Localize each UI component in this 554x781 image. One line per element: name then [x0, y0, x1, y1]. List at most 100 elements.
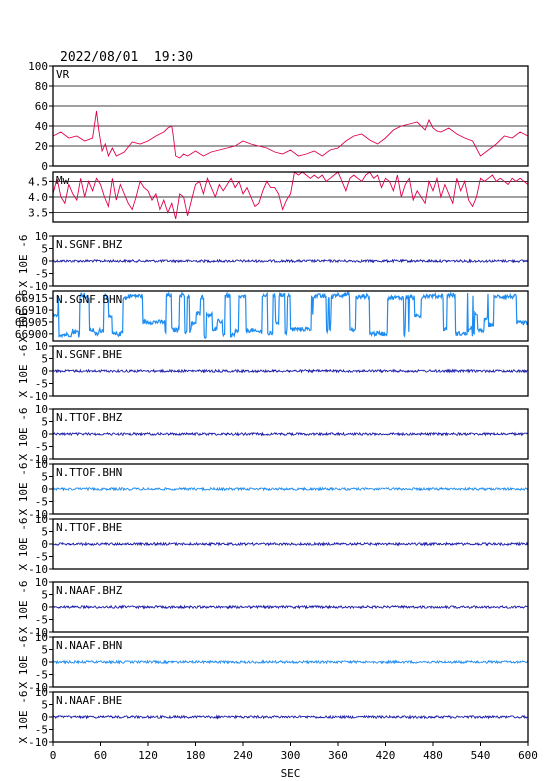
n-ttof-bhz-ytick-label-0: -10 [28, 453, 48, 466]
n-naaf-bhe-unit-label: X 10E -6 [17, 691, 30, 744]
n-naaf-bhe-ytick-label-3: 5 [41, 699, 48, 712]
x-tick-label-6: 360 [328, 749, 348, 762]
n-naaf-bhn-ytick-label-2: 0 [41, 656, 48, 669]
x-axis-title: SEC [281, 767, 301, 780]
n-sgnf-bhz-unit-label: X 10E -6 [17, 235, 30, 288]
n-naaf-bhe-ytick-label-0: -10 [28, 736, 48, 749]
n-naaf-bhe-trace [52, 714, 528, 720]
n-sgnf-bhn-frame [52, 290, 529, 342]
vr-ytick-label-2: 40 [35, 120, 48, 133]
n-naaf-bhe-ytick-label-2: 0 [41, 711, 48, 724]
n-sgnf-bhn-ytick-label-2: 66910 [15, 304, 48, 317]
n-ttof-bhe-ytick-label-3: 5 [41, 526, 48, 539]
n-ttof-bhz-ytick-label-4: 10 [35, 403, 48, 416]
n-sgnf-bhn-unit-label: X 10E -6 [17, 290, 30, 343]
n-ttof-bhe-ytick-label-1: -5 [35, 551, 48, 564]
vr-ytick-label-0: 0 [41, 160, 48, 173]
x-tick-label-5: 300 [281, 749, 301, 762]
n-sgnf-bhz-ytick-label-0: -10 [28, 280, 48, 293]
n-sgnf-bhe-ytick-label-2: 0 [41, 365, 48, 378]
n-ttof-bhe-ytick-label-4: 10 [35, 513, 48, 526]
n-sgnf-bhn-ytick-label-0: 66900 [15, 328, 48, 341]
x-tick-label-7: 420 [376, 749, 396, 762]
vr-ytick-label-3: 60 [35, 100, 48, 113]
n-sgnf-bhz-label: N.SGNF.BHZ [56, 238, 123, 251]
vr-ytick-label-4: 80 [35, 80, 48, 93]
n-naaf-bhz-trace [52, 604, 528, 610]
n-sgnf-bhe-unit-label: X 10E -6 [17, 345, 30, 398]
n-naaf-bhz-unit-label: X 10E -6 [17, 581, 30, 634]
n-sgnf-bhn-label: N.SGNF.BHN [56, 293, 122, 306]
n-sgnf-bhz-trace [52, 258, 528, 264]
n-naaf-bhn-label: N.NAAF.BHN [56, 639, 122, 652]
vr-ytick-label-1: 20 [35, 140, 48, 153]
mw-ytick-label-2: 4.5 [28, 175, 48, 188]
n-sgnf-bhn-ytick-label-3: 66915 [15, 292, 48, 305]
n-ttof-bhn-ytick-label-2: 0 [41, 483, 48, 496]
n-sgnf-bhn-trace [52, 290, 529, 339]
n-ttof-bhz-label: N.TTOF.BHZ [56, 411, 123, 424]
n-ttof-bhn-ytick-label-3: 5 [41, 471, 48, 484]
x-tick-label-10: 600 [518, 749, 538, 762]
vr-frame [52, 65, 529, 167]
n-sgnf-bhn-ytick-label-1: 66905 [15, 316, 48, 329]
n-ttof-bhn-ytick-label-4: 10 [35, 458, 48, 471]
n-ttof-bhe-ytick-label-0: -10 [28, 563, 48, 576]
x-tick-label-9: 540 [471, 749, 491, 762]
n-sgnf-bhe-ytick-label-3: 5 [41, 353, 48, 366]
n-sgnf-bhe-trace [52, 368, 528, 374]
n-naaf-bhz-ytick-label-4: 10 [35, 576, 48, 589]
n-ttof-bhn-ytick-label-1: -5 [35, 496, 48, 509]
n-sgnf-bhe-ytick-label-0: -10 [28, 390, 48, 403]
n-ttof-bhn-trace [52, 486, 528, 492]
n-ttof-bhe-label: N.TTOF.BHE [56, 521, 122, 534]
n-naaf-bhz-ytick-label-0: -10 [28, 626, 48, 639]
n-sgnf-bhe-ytick-label-1: -5 [35, 378, 48, 391]
n-ttof-bhe-unit-label: X 10E -6 [17, 518, 30, 571]
n-ttof-bhz-unit-label: X 10E -6 [17, 408, 30, 461]
n-sgnf-bhz-ytick-label-2: 0 [41, 255, 48, 268]
n-naaf-bhe-ytick-label-4: 10 [35, 686, 48, 699]
n-ttof-bhz-trace [52, 431, 528, 437]
n-naaf-bhn-trace [52, 659, 529, 665]
n-ttof-bhz-ytick-label-2: 0 [41, 428, 48, 441]
n-ttof-bhn-unit-label: X 10E -6 [17, 463, 30, 516]
n-ttof-bhe-ytick-label-2: 0 [41, 538, 48, 551]
x-tick-label-3: 180 [186, 749, 206, 762]
n-naaf-bhn-ytick-label-0: -10 [28, 681, 48, 694]
x-tick-label-0: 0 [50, 749, 57, 762]
mw-label: Mw [56, 174, 70, 187]
n-naaf-bhn-unit-label: X 10E -6 [17, 636, 30, 689]
n-sgnf-bhz-ytick-label-1: -5 [35, 268, 48, 281]
mw-ytick-label-1: 4.0 [28, 191, 48, 204]
x-tick-label-8: 480 [423, 749, 443, 762]
n-ttof-bhe-trace [52, 541, 529, 547]
vr-ytick-label-5: 100 [28, 60, 48, 73]
vr-trace [52, 110, 529, 159]
n-sgnf-bhe-label: N.SGNF.BHE [56, 348, 122, 361]
x-tick-label-2: 120 [138, 749, 158, 762]
n-sgnf-bhz-ytick-label-4: 10 [35, 230, 48, 243]
n-naaf-bhz-label: N.NAAF.BHZ [56, 584, 123, 597]
n-naaf-bhn-ytick-label-1: -5 [35, 669, 48, 682]
chart-datetime-title: 2022/08/01 19:30 [60, 50, 194, 65]
n-naaf-bhz-ytick-label-3: 5 [41, 589, 48, 602]
n-naaf-bhz-ytick-label-1: -5 [35, 614, 48, 627]
n-naaf-bhz-ytick-label-2: 0 [41, 601, 48, 614]
x-tick-label-1: 60 [94, 749, 107, 762]
n-naaf-bhe-label: N.NAAF.BHE [56, 694, 122, 707]
n-naaf-bhe-ytick-label-1: -5 [35, 724, 48, 737]
mw-ytick-label-0: 3.5 [28, 207, 48, 220]
n-ttof-bhn-ytick-label-0: -10 [28, 508, 48, 521]
n-sgnf-bhe-ytick-label-4: 10 [35, 340, 48, 353]
n-ttof-bhz-ytick-label-1: -5 [35, 441, 48, 454]
mw-trace [52, 171, 529, 220]
n-naaf-bhn-ytick-label-4: 10 [35, 631, 48, 644]
n-ttof-bhn-label: N.TTOF.BHN [56, 466, 122, 479]
x-tick-label-4: 240 [233, 749, 253, 762]
vr-label: VR [56, 68, 70, 81]
n-sgnf-bhz-ytick-label-3: 5 [41, 243, 48, 256]
n-ttof-bhz-ytick-label-3: 5 [41, 416, 48, 429]
n-naaf-bhn-ytick-label-3: 5 [41, 644, 48, 657]
